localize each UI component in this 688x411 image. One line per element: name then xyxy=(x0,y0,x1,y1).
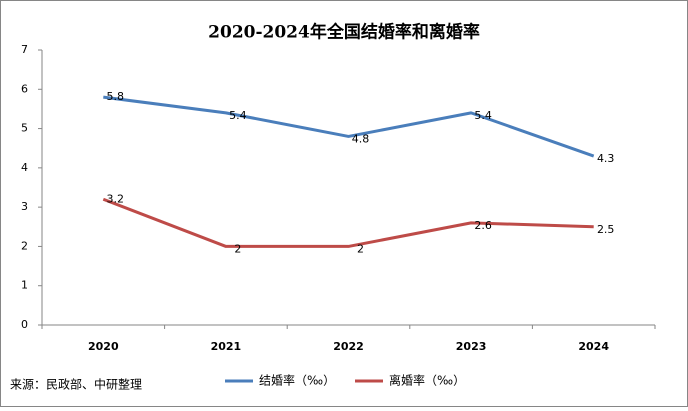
data-label: 4.8 xyxy=(352,132,370,145)
data-label: 5.4 xyxy=(474,109,492,122)
data-label: 4.3 xyxy=(597,152,615,165)
data-label: 2.6 xyxy=(474,219,492,232)
data-label: 2 xyxy=(357,242,364,255)
legend-label: 结婚率（‰） xyxy=(259,373,335,388)
y-tick-label: 7 xyxy=(21,43,28,56)
x-tick-label: 2022 xyxy=(333,340,364,353)
legend-label: 离婚率（‰） xyxy=(389,373,465,388)
chart-title: 2020-2024年全国结婚率和离婚率 xyxy=(208,22,480,43)
y-tick-label: 5 xyxy=(21,122,28,135)
y-tick-label: 2 xyxy=(21,239,28,252)
x-tick-label: 2021 xyxy=(211,340,242,353)
data-label: 5.4 xyxy=(229,109,247,122)
y-tick-label: 4 xyxy=(21,161,28,174)
y-tick-label: 6 xyxy=(21,82,28,95)
y-tick-label: 1 xyxy=(21,279,28,292)
x-tick-label: 2020 xyxy=(88,340,119,353)
y-tick-label: 0 xyxy=(21,318,28,331)
data-label: 2 xyxy=(234,242,241,255)
source-note: 来源：民政部、中研整理 xyxy=(10,377,142,392)
series-line xyxy=(103,95,595,158)
x-tick-label: 2024 xyxy=(578,340,609,353)
y-tick-label: 3 xyxy=(21,200,28,213)
data-label: 3.2 xyxy=(107,192,125,205)
series-line xyxy=(102,197,594,248)
data-label: 2.5 xyxy=(597,223,615,236)
data-label: 5.8 xyxy=(107,90,125,103)
x-tick-label: 2023 xyxy=(456,340,487,353)
